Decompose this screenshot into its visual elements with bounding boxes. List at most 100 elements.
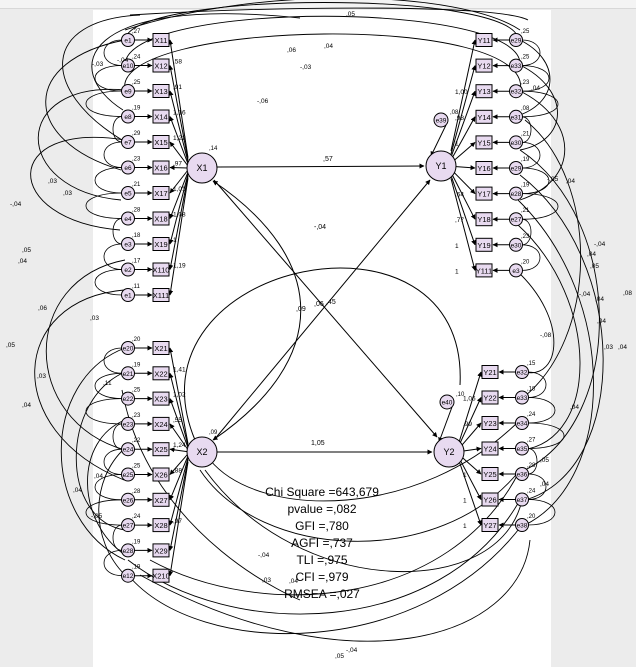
error-covariance bbox=[103, 550, 123, 577]
loading-arrow bbox=[450, 178, 477, 271]
x2-indicator-3[interactable]: X23 e22 ,25 1,02 bbox=[121, 388, 187, 406]
error-label: e7 bbox=[124, 140, 132, 147]
loading-arrow bbox=[168, 461, 189, 577]
x1-indicator-1[interactable]: X11 e1,27 bbox=[121, 29, 170, 47]
x2-indicator-4[interactable]: X24 e23 ,23 ,55 bbox=[121, 413, 183, 431]
x1-indicator-8[interactable]: X18 e4,28 1,08 bbox=[121, 208, 187, 226]
x2-indicator-8[interactable]: X28 e27 ,24 ,97 bbox=[121, 514, 183, 533]
error-covariance bbox=[103, 39, 123, 66]
coefficient-labels: ,57,45,06,091,05-,04,05,06,04-,03-,06,04… bbox=[6, 11, 632, 660]
loading-value: 1 bbox=[455, 268, 459, 275]
loading-arrow bbox=[168, 457, 189, 526]
covariance-arc bbox=[517, 224, 581, 451]
error-label: e30 bbox=[511, 242, 522, 249]
y2-indicator-7[interactable]: Y27 e38 ,20 1 bbox=[463, 514, 536, 532]
y2-indicator-2[interactable]: Y22 e33 ,18 1,06 bbox=[463, 387, 536, 405]
error-label: e24 bbox=[123, 447, 134, 454]
disturbance-y2-value: ,10 bbox=[456, 392, 465, 398]
error-variance: ,25 bbox=[132, 80, 141, 86]
covariance-x1-x2 bbox=[212, 180, 302, 441]
indicator-label: Y12 bbox=[477, 62, 490, 71]
indicator-label: X111 bbox=[153, 291, 169, 300]
covariance-value: ,04 bbox=[324, 43, 333, 50]
x2-indicator-5[interactable]: X25 e24 ,22 1,24 bbox=[121, 438, 187, 457]
error-covariance bbox=[103, 243, 123, 270]
x1-indicator-4[interactable]: X14 e8,19 1,16 bbox=[121, 106, 187, 124]
x1-indicator-9[interactable]: X19 e3,18 1 bbox=[121, 233, 178, 251]
error-variance: ,21 bbox=[521, 208, 530, 214]
latent-x1[interactable]: X1 ,14 bbox=[186, 146, 218, 184]
y1-indicator-9[interactable]: Y19 e30 ,23 1 bbox=[455, 234, 530, 252]
latent-y1[interactable]: Y1 bbox=[425, 150, 457, 182]
y1-indicator-6[interactable]: Y16 e29 ,19 bbox=[475, 157, 530, 175]
latent-x2-variance: ,09 bbox=[209, 430, 218, 436]
y1-indicator-4[interactable]: Y14 e31 ,08 ,98 bbox=[455, 106, 530, 124]
y2-indicator-5[interactable]: Y25 e36 ,28 1 bbox=[463, 463, 536, 481]
loading-arrow bbox=[458, 397, 482, 446]
y1-indicator-8[interactable]: Y18 e27 ,21 ,77 bbox=[455, 208, 530, 227]
loading-value: ,77 bbox=[455, 217, 464, 224]
loading-value: ,91 bbox=[173, 84, 182, 91]
error-label: e8 bbox=[124, 114, 132, 121]
y2-indicator-6[interactable]: Y26 e37 ,24 1 bbox=[463, 489, 536, 507]
loading-value: 1,22 bbox=[173, 135, 186, 142]
covariance-arc bbox=[30, 136, 126, 231]
coef-x1-y1: ,57 bbox=[323, 156, 333, 163]
latent-x2[interactable]: X2 ,09 bbox=[186, 430, 218, 468]
y1-indicator-3[interactable]: Y13 e32 ,23 1,00 bbox=[455, 80, 530, 99]
indicator-label: X24 bbox=[154, 420, 167, 429]
y2-indicator-1[interactable]: Y21 e32 ,15 bbox=[481, 361, 536, 379]
error-variance: ,21 bbox=[132, 182, 141, 188]
x1-indicator-6[interactable]: X16 e6,23 ,97 bbox=[121, 157, 183, 175]
indicator-label: Y11 bbox=[478, 36, 491, 45]
x1-indicator-5[interactable]: X15 e7,29 1,22 bbox=[121, 131, 187, 149]
y1-indicator-5[interactable]: Y15 e30 ,21 1 bbox=[455, 131, 530, 150]
y1-indicator-1[interactable]: Y11 e29 ,25 bbox=[475, 29, 530, 47]
covariance-value: -,05 bbox=[547, 176, 559, 183]
indicator-label: X21 bbox=[154, 344, 167, 353]
x1-indicator-2[interactable]: X12 e10 ,24 ,58 bbox=[121, 55, 183, 73]
x2-indicator-6[interactable]: X26 e25 ,25 ,88 bbox=[121, 464, 183, 482]
disturbance-y2-label: e40 bbox=[442, 400, 453, 407]
x1-indicator-3[interactable]: X13 e9,25 ,91 bbox=[121, 80, 183, 98]
x2-indicator-1[interactable]: X21 e20 ,20 bbox=[121, 337, 170, 355]
y2-indicator-3[interactable]: Y23 e34 ,24 ,99 bbox=[463, 412, 536, 430]
y1-indicator-10[interactable]: Y111 e3,20 1 bbox=[455, 259, 530, 278]
error-variance: ,25 bbox=[132, 388, 141, 394]
error-variance: ,24 bbox=[132, 514, 141, 520]
covariance-value: ,03 bbox=[262, 577, 271, 584]
error-label: e3 bbox=[512, 268, 520, 275]
disturbance-y1-label: e39 bbox=[436, 118, 447, 125]
covariance-curve bbox=[184, 267, 461, 441]
x2-indicator-9[interactable]: X29 e28 ,19 bbox=[121, 539, 170, 558]
covariance-value: -,06 bbox=[257, 98, 269, 105]
x1-indicator-10[interactable]: X110 e2,17 1,19 bbox=[121, 259, 187, 277]
x1-indicator-7[interactable]: X17 e5,21 1,01 bbox=[121, 182, 187, 200]
loading-arrow bbox=[450, 172, 476, 220]
error-label: e27 bbox=[123, 523, 134, 530]
x2-indicator-10[interactable]: X210 e12 ,19 bbox=[121, 565, 170, 583]
covariance-arc bbox=[129, 7, 529, 21]
y1-indicator-7[interactable]: Y17 e28 ,19 ,64 bbox=[455, 183, 530, 201]
loading-arrow bbox=[169, 141, 189, 167]
y2-indicator-4[interactable]: Y24 e35 ,27 bbox=[481, 438, 536, 456]
covariance-arc bbox=[515, 269, 555, 374]
latent-y2[interactable]: Y2 bbox=[433, 436, 465, 468]
error-label: e4 bbox=[124, 216, 132, 223]
covariance-value: ,04 bbox=[618, 344, 627, 351]
indicator-label: Y21 bbox=[483, 368, 496, 377]
y1-indicator-2[interactable]: Y12 e33 ,25 bbox=[475, 55, 530, 73]
covariance-arc bbox=[517, 199, 594, 526]
indicator-label: Y18 bbox=[477, 215, 490, 224]
x1-indicator-11[interactable]: X111 e1,11 bbox=[121, 284, 170, 302]
disturbance-y1[interactable]: e39,08 bbox=[433, 110, 459, 128]
loading-value: ,88 bbox=[173, 468, 182, 475]
loading-value: 1 bbox=[463, 472, 467, 479]
disturbance-y2[interactable]: e40,10 bbox=[439, 392, 465, 410]
error-label: e21 bbox=[123, 371, 134, 378]
covariance-value: ,05 bbox=[590, 263, 599, 270]
x2-indicator-7[interactable]: X27 e26 ,28 bbox=[121, 489, 170, 507]
x2-indicator-2[interactable]: X22 e21 ,19 1,41 bbox=[121, 362, 187, 381]
